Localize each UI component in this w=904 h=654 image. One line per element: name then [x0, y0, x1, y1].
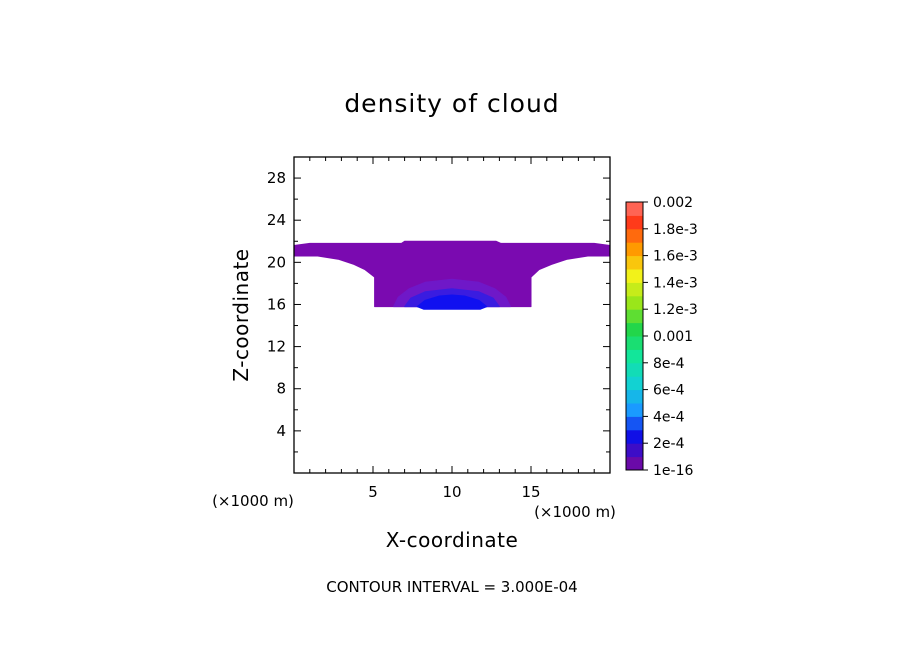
y-tick-label: 24 — [267, 211, 286, 229]
colorbar-label: 0.002 — [653, 195, 693, 211]
colorbar-swatch — [626, 242, 643, 257]
colorbar-swatch — [626, 228, 643, 243]
colorbar-swatch — [626, 255, 643, 270]
colorbar-swatch — [626, 202, 643, 216]
colorbar-label: 1e-16 — [653, 463, 693, 479]
y-tick-label: 16 — [267, 295, 286, 313]
colorbar-label: 8e-4 — [653, 356, 685, 372]
colorbar-swatch — [626, 269, 643, 283]
z-unit-label: (×1000 m) — [212, 492, 294, 510]
x-axis-ticks: 5 10 15 — [309, 157, 595, 501]
colorbar-swatch — [626, 309, 643, 324]
chart-title: density of cloud — [344, 89, 559, 118]
y-tick-label: 20 — [267, 253, 286, 271]
x-tick-label: 15 — [521, 483, 540, 501]
y-tick-label: 12 — [267, 338, 286, 356]
region-density-core-inner — [416, 294, 488, 310]
colorbar-swatch — [626, 349, 643, 364]
colorbar-label: 4e-4 — [653, 409, 685, 425]
colorbar-label: 1.6e-3 — [653, 249, 698, 265]
colorbar-swatch — [626, 389, 643, 404]
x-tick-label: 10 — [442, 483, 461, 501]
colorbar-swatch — [626, 403, 643, 417]
colorbar-swatch — [626, 416, 643, 431]
colorbar-label: 1.2e-3 — [653, 302, 698, 318]
colorbar-swatch — [626, 456, 643, 471]
y-tick-label: 8 — [276, 380, 286, 398]
x-tick-label: 5 — [368, 483, 378, 501]
colorbar-swatch — [626, 362, 643, 377]
colorbar: 1e-16 2e-4 4e-4 6e-4 8e-4 0.001 1.2e-3 1.4e-3 1.… — [625, 195, 698, 479]
plot-frame — [293, 156, 611, 474]
y-tick-label: 4 — [276, 422, 286, 440]
contour-interval-text: CONTOUR INTERVAL = 3.000E-04 — [326, 578, 577, 596]
colorbar-label: 1.4e-3 — [653, 275, 698, 291]
contour-regions — [293, 240, 611, 310]
colorbar-swatch — [626, 429, 643, 444]
colorbar-swatch — [626, 336, 643, 350]
x-unit-label: (×1000 m) — [534, 503, 616, 521]
y-axis-ticks: 4 8 12 16 20 24 28 — [267, 169, 610, 453]
y-axis-label: Z-coordinate — [229, 248, 253, 381]
colorbar-swatch — [626, 282, 643, 297]
colorbar-swatch — [626, 295, 643, 310]
colorbar-label: 2e-4 — [653, 436, 685, 452]
colorbar-swatch — [626, 443, 643, 458]
colorbar-swatch — [626, 322, 643, 337]
colorbar-swatch — [626, 376, 643, 391]
colorbar-swatch — [626, 215, 643, 230]
colorbar-label: 1.8e-3 — [653, 222, 698, 238]
x-axis-label: X-coordinate — [386, 528, 519, 552]
y-tick-label: 28 — [267, 169, 286, 187]
colorbar-label: 0.001 — [653, 329, 693, 345]
region-cloud-base-layer — [293, 240, 611, 308]
colorbar-label: 6e-4 — [653, 383, 685, 399]
